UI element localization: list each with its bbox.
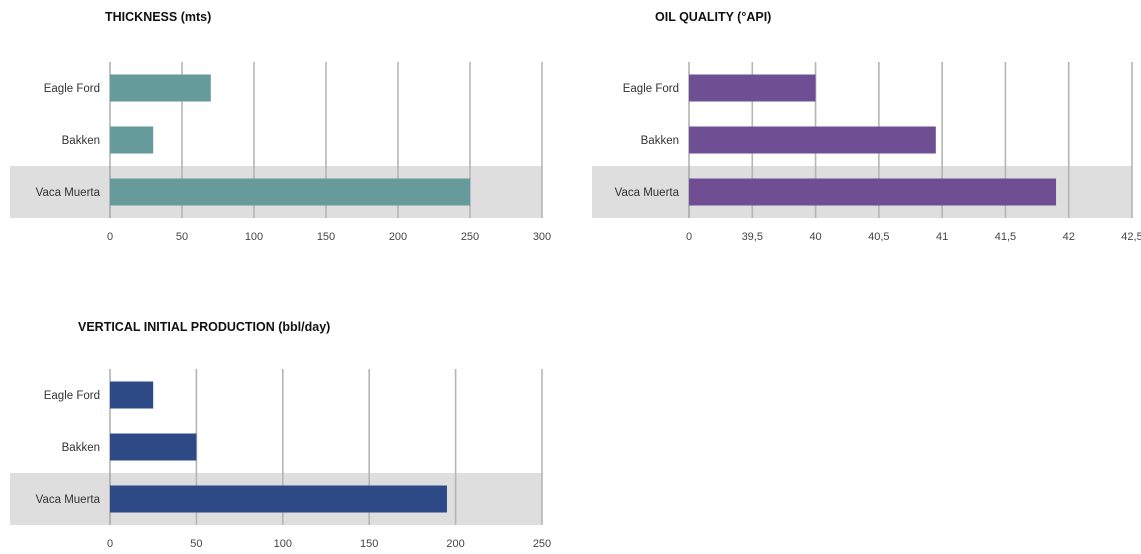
thickness-category-label: Eagle Ford — [44, 83, 100, 95]
thickness-bar-eagle-ford — [110, 74, 211, 102]
thickness-tick-label: 50 — [176, 231, 188, 243]
oil-quality-bar-eagle-ford — [689, 74, 816, 102]
thickness-tick-label: 100 — [245, 231, 263, 243]
oil-quality-category-label: Bakken — [641, 135, 679, 147]
oil-quality-chart: OIL QUALITY (°API) Eagle Ford Bakken Vaca … — [592, 10, 1141, 243]
production-category-label: Vaca Muerta — [36, 494, 101, 506]
thickness-tick-label: 200 — [389, 231, 407, 243]
vertical-initial-production-chart-title: VERTICAL INITIAL PRODUCTION (bbl/day) — [78, 320, 330, 334]
thickness-tick-label: 150 — [317, 231, 335, 243]
oil-quality-tick-label: 39,5 — [742, 231, 763, 243]
thickness-chart-title: THICKNESS (mts) — [105, 10, 211, 24]
oil-quality-category-label: Eagle Ford — [623, 83, 679, 95]
thickness-bar-bakken — [110, 126, 154, 154]
oil-quality-category-label: Vaca Muerta — [615, 187, 680, 199]
vertical-initial-production-chart: VERTICAL INITIAL PRODUCTION (bbl/day) Ea… — [10, 320, 551, 550]
oil-quality-tick-label: 40 — [809, 231, 821, 243]
production-category-label: Bakken — [62, 442, 100, 454]
thickness-category-label: Bakken — [62, 135, 100, 147]
production-tick-label: 200 — [446, 538, 464, 550]
thickness-tick-label: 300 — [533, 231, 551, 243]
production-tick-label: 50 — [190, 538, 202, 550]
oil-quality-bar-bakken — [689, 126, 936, 154]
oil-quality-tick-label: 41 — [936, 231, 948, 243]
oil-quality-chart-title: OIL QUALITY (°API) — [655, 10, 771, 24]
oil-quality-tick-label: 42 — [1063, 231, 1075, 243]
production-bar-eagle-ford — [110, 381, 154, 409]
oil-quality-tick-label: 40,5 — [868, 231, 889, 243]
production-tick-label: 100 — [274, 538, 292, 550]
thickness-tick-label: 0 — [107, 231, 113, 243]
production-tick-label: 150 — [360, 538, 378, 550]
thickness-chart: THICKNESS (mts) Eagle Ford Bakken Vaca Mue… — [10, 10, 551, 243]
oil-quality-tick-label: 41,5 — [995, 231, 1016, 243]
oil-quality-bar-vaca-muerta — [689, 178, 1057, 206]
thickness-tick-label: 250 — [461, 231, 479, 243]
production-bar-vaca-muerta — [110, 485, 447, 513]
thickness-bar-vaca-muerta — [110, 178, 470, 206]
oil-quality-tick-label: 42,5 — [1121, 231, 1141, 243]
production-category-label: Eagle Ford — [44, 390, 100, 402]
oil-quality-tick-label: 0 — [686, 231, 692, 243]
production-tick-label: 250 — [533, 538, 551, 550]
thickness-category-label: Vaca Muerta — [36, 187, 101, 199]
production-bar-bakken — [110, 433, 197, 461]
production-tick-label: 0 — [107, 538, 113, 550]
